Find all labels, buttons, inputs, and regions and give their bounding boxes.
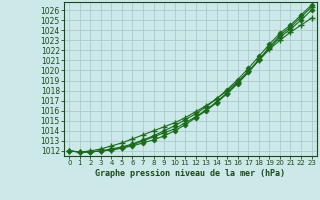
X-axis label: Graphe pression niveau de la mer (hPa): Graphe pression niveau de la mer (hPa): [95, 169, 285, 178]
